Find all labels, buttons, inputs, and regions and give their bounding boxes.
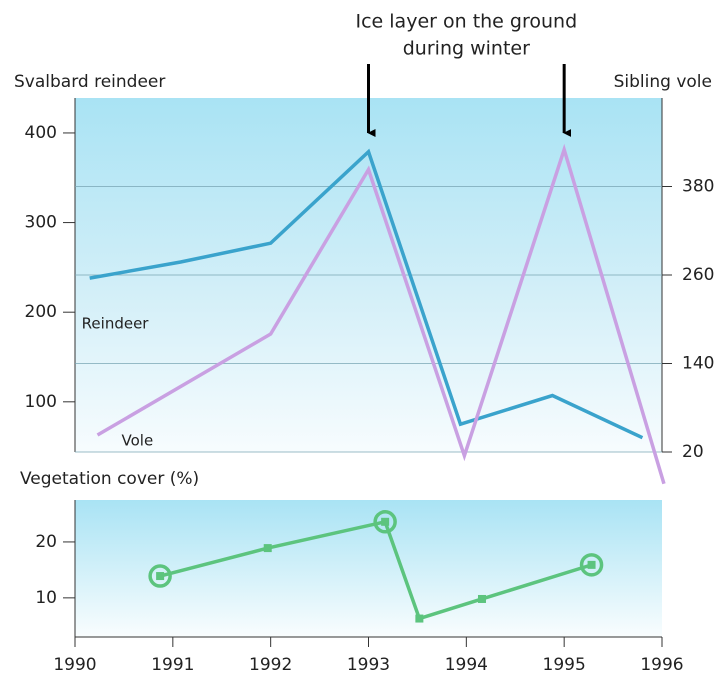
y-tick-label: 200	[25, 302, 57, 322]
annotation: during winter	[403, 38, 530, 60]
point-ring	[148, 564, 172, 588]
point	[381, 517, 390, 526]
point	[477, 594, 486, 603]
y-tick-label: 20	[35, 532, 57, 552]
series-line	[96, 143, 666, 485]
y2-tick-label: 380	[682, 177, 714, 197]
x-tick-label: 1992	[249, 655, 292, 675]
y2-tick-label: 260	[682, 265, 714, 285]
chart-title: Vegetation cover (%)	[20, 469, 199, 489]
x-tick-label: 1996	[640, 655, 683, 675]
y2-tick-label: 140	[682, 354, 714, 374]
y2-axis-label: Sibling vole	[614, 72, 712, 92]
y-tick-label: 400	[25, 123, 57, 143]
x-tick-label: 1991	[151, 655, 194, 675]
annotation: Ice layer on the ground	[356, 11, 578, 33]
point	[156, 572, 165, 581]
x-tick-label: 1993	[347, 655, 390, 675]
y-axis-label: Svalbard reindeer	[14, 72, 165, 92]
x-tick-label: 1990	[53, 655, 96, 675]
point-ring	[373, 510, 397, 534]
point	[263, 544, 272, 553]
point	[587, 560, 596, 569]
plot-background	[75, 500, 662, 637]
x-tick-label: 1995	[543, 655, 586, 675]
series-label: Reindeer	[82, 315, 150, 333]
series-line	[159, 519, 593, 621]
y-tick-label: 100	[25, 392, 57, 412]
y2-tick-label: 20	[682, 442, 704, 462]
series-line	[89, 148, 644, 440]
y-tick-label: 10	[35, 588, 57, 608]
point	[415, 614, 424, 623]
series-label: Vole	[122, 432, 154, 450]
x-tick-label: 1994	[445, 655, 488, 675]
point-ring	[579, 553, 604, 577]
y-tick-label: 300	[25, 213, 57, 233]
